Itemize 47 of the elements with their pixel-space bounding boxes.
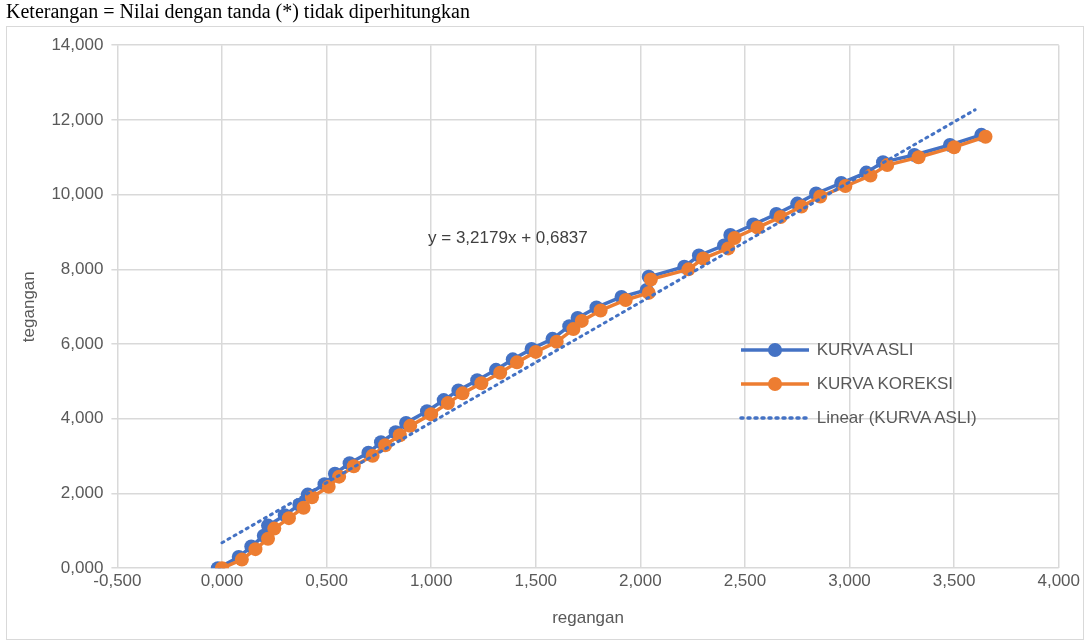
point	[281, 511, 296, 526]
y-tick-label: 4,000	[60, 408, 104, 428]
x-tick-label: 1,500	[514, 571, 558, 591]
point	[403, 418, 418, 433]
point	[261, 531, 276, 546]
point	[696, 251, 711, 266]
annotation: y = 3,2179x + 0,6837	[428, 228, 588, 248]
point	[574, 313, 589, 328]
point	[750, 220, 765, 235]
point	[911, 150, 926, 165]
y-tick-label: 8,000	[60, 259, 104, 279]
y-tick-label: 14,000	[51, 34, 104, 54]
legend-label: KURVA ASLI	[816, 339, 914, 360]
point	[549, 334, 564, 349]
legend-label: Linear (KURVA ASLI)	[816, 407, 977, 428]
point	[978, 129, 993, 144]
point	[509, 355, 524, 370]
x-tick-label: 1,000	[409, 571, 453, 591]
point	[593, 303, 608, 318]
chart-title: Keterangan = Nilai dengan tanda (*) tidak diperhitungkan	[6, 0, 470, 23]
x-axis-title: regangan	[552, 608, 624, 628]
point	[424, 407, 439, 422]
x-tick-label: 2,500	[723, 571, 767, 591]
x-tick-label: 0,500	[305, 571, 348, 591]
point	[474, 376, 489, 391]
y-tick-label: 10,000	[51, 184, 104, 204]
y-tick-label: 12,000	[51, 109, 104, 129]
point	[493, 365, 508, 380]
point	[296, 500, 311, 515]
point	[947, 140, 962, 155]
x-tick-label: 3,500	[932, 571, 976, 591]
point	[727, 230, 742, 245]
point	[248, 542, 263, 557]
x-tick-label: 4,000	[1037, 571, 1080, 591]
point	[267, 521, 282, 536]
point	[618, 292, 633, 307]
x-tick-label: 2,000	[619, 571, 662, 591]
x-tick-label: 0,000	[200, 571, 244, 591]
y-axis-title: tegangan	[18, 271, 38, 343]
legend-label: KURVA KOREKSI	[816, 373, 954, 394]
point	[528, 344, 543, 359]
y-tick-label: 6,000	[60, 333, 104, 353]
point	[455, 386, 470, 401]
x-tick-label: 3,000	[828, 571, 871, 591]
y-tick-label: 2,000	[60, 483, 104, 503]
point	[440, 396, 455, 411]
point	[566, 322, 581, 337]
